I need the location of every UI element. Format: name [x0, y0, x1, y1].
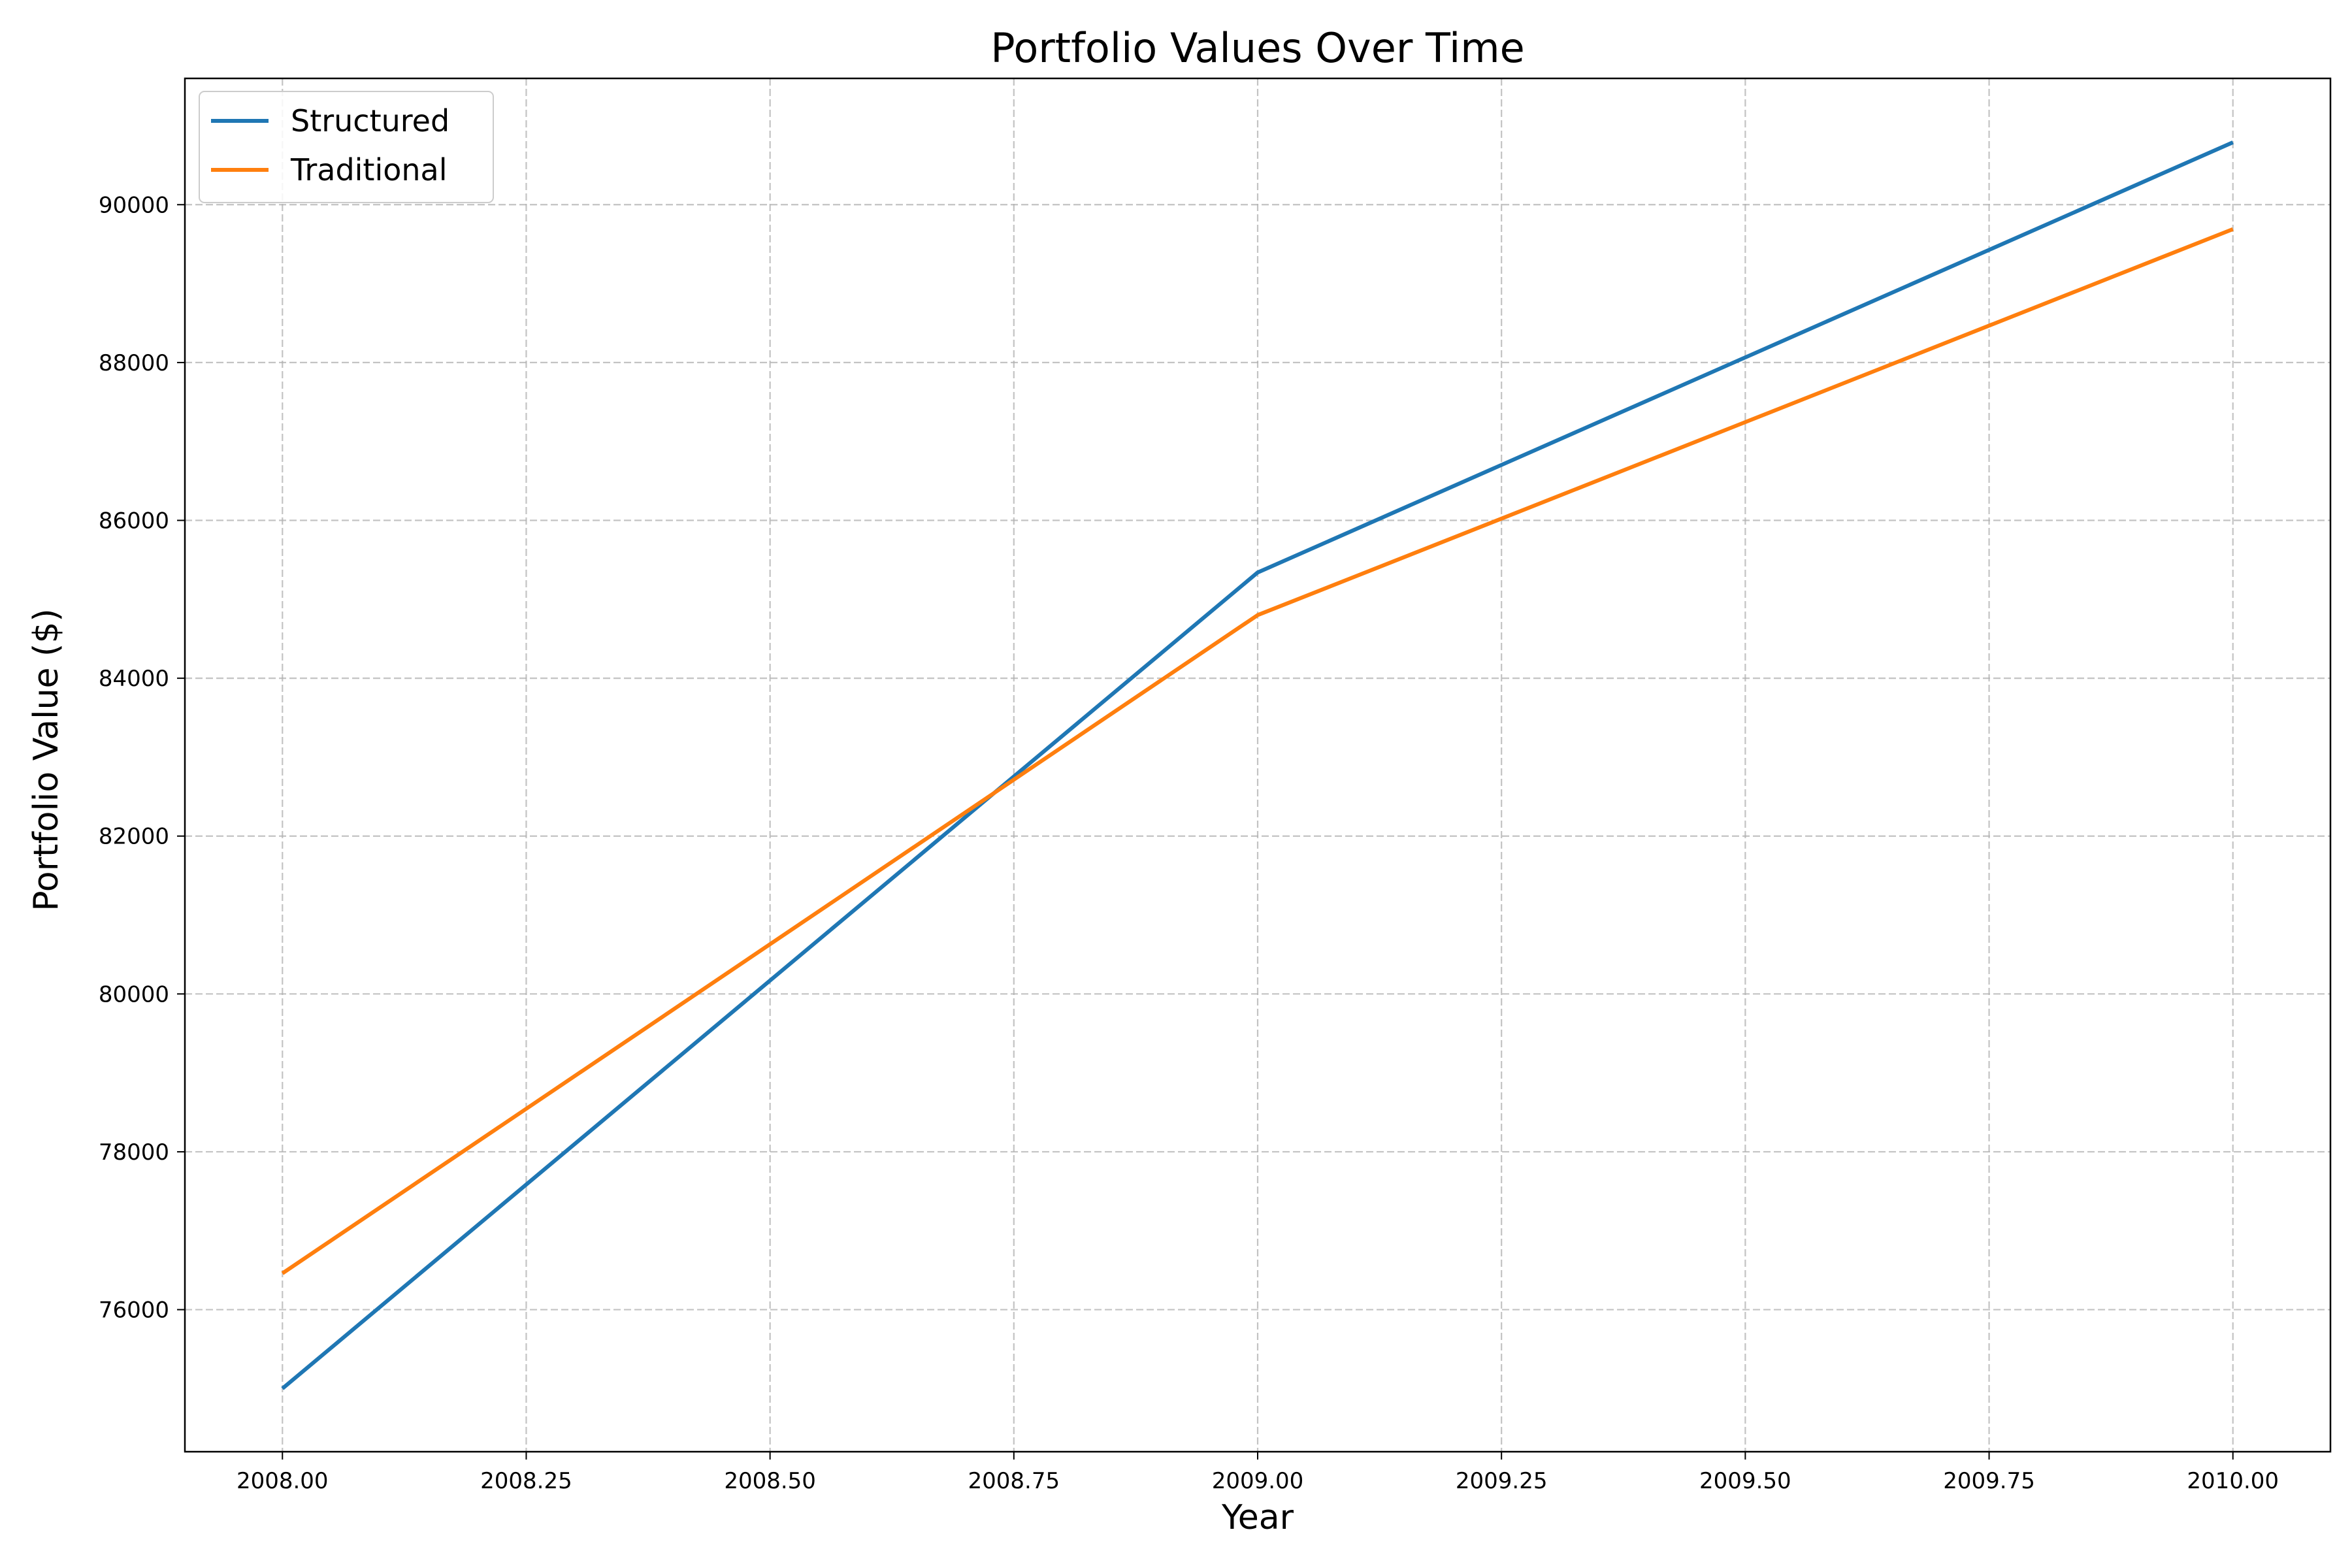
x-tick-label: 2008.50: [724, 1468, 816, 1494]
legend-box: [199, 91, 494, 203]
x-tick-label: 2009.50: [1699, 1468, 1791, 1494]
legend: Structured Traditional: [199, 91, 494, 203]
series-line-traditional: [281, 227, 2234, 1275]
x-tick-label: 2009.00: [1212, 1468, 1304, 1494]
x-axis-label: Year: [1221, 1498, 1294, 1537]
series-line-structured: [281, 140, 2234, 1390]
series-lines: [281, 140, 2234, 1390]
y-tick-label: 86000: [99, 508, 169, 534]
chart-title: Portfolio Values Over Time: [990, 24, 1525, 72]
y-tick-label: 76000: [99, 1298, 169, 1324]
y-tick-label: 82000: [99, 824, 169, 850]
x-axis-ticks: 2008.00 2008.25 2008.50 2008.75 2009.00 2009.…: [237, 1452, 2279, 1494]
legend-label-traditional: Traditional: [290, 152, 448, 188]
y-tick-label: 78000: [99, 1139, 169, 1166]
y-tick-label: 90000: [99, 192, 169, 218]
y-axis-ticks: 76000 78000 80000 82000 84000 86000 88000 90000: [99, 192, 185, 1324]
x-tick-label: 2009.75: [1943, 1468, 2035, 1494]
x-tick-label: 2008.25: [480, 1468, 572, 1494]
y-tick-label: 88000: [99, 350, 169, 376]
x-tick-label: 2008.75: [968, 1468, 1060, 1494]
x-tick-label: 2008.00: [237, 1468, 329, 1494]
legend-label-structured: Structured: [291, 103, 449, 139]
y-axis-label: Portfolio Value ($): [27, 608, 66, 911]
y-tick-label: 80000: [99, 981, 169, 1007]
grid: [185, 78, 2330, 1452]
y-tick-label: 84000: [99, 666, 169, 692]
x-tick-label: 2010.00: [2187, 1468, 2279, 1494]
x-tick-label: 2009.25: [1456, 1468, 1548, 1494]
